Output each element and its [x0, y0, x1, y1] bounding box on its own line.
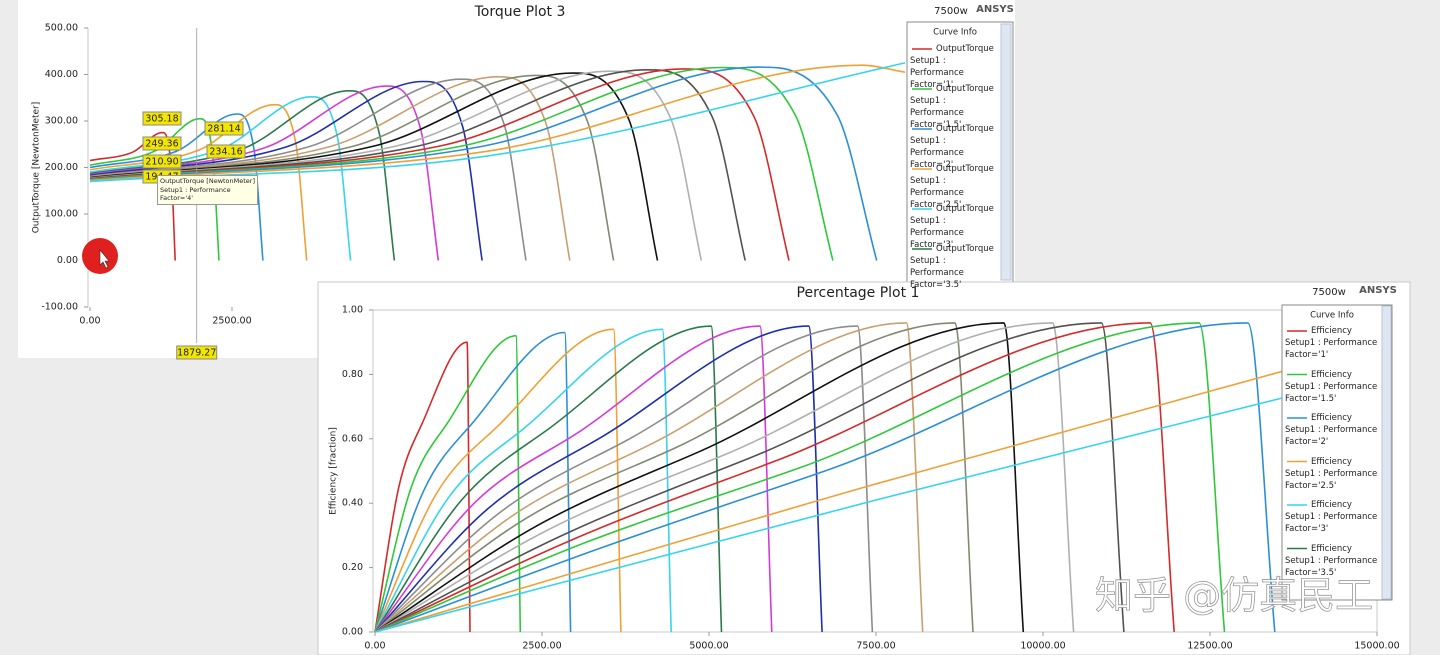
y-axis-label: Efficiency [fraction]: [329, 427, 339, 515]
series-line: [374, 322, 1226, 633]
marker-box: [206, 144, 246, 159]
series-line: [89, 80, 483, 261]
x-tick-label: 7500.00: [856, 641, 895, 652]
y-tick-label: 100.00: [45, 209, 78, 220]
series-line: [89, 68, 790, 261]
series-line: [374, 334, 522, 633]
chart-tag: 7500w: [934, 6, 968, 17]
x-tick-label: 15000.00: [1354, 641, 1399, 652]
y-tick-label: 500.00: [45, 23, 78, 34]
legend-label: Efficiency Setup1 : Performance Factor='…: [1285, 413, 1378, 447]
legend-label: OutputTorque Setup1 : Performance Factor…: [910, 84, 994, 130]
y-tick-label: -100.00: [41, 302, 78, 313]
y-tick-label: 0.80: [342, 369, 363, 380]
cursor-arrow: [99, 249, 110, 269]
marker-box: [204, 121, 244, 136]
series-line: [374, 322, 1075, 633]
legend-label: Efficiency Setup1 : Performance Factor='…: [1285, 543, 1378, 578]
series-line: [89, 70, 703, 261]
series-line: [89, 66, 878, 261]
chart-title: Percentage Plot 1: [797, 285, 920, 301]
series-group: [374, 322, 1378, 633]
marker-label: 210.90: [145, 157, 178, 168]
series-line: [89, 72, 659, 261]
marker-label: 281.14: [207, 124, 240, 135]
marker-x-label: 1879.27: [177, 348, 216, 359]
legend-scrollbar: [1000, 23, 1012, 281]
legend-label: OutputTorque Setup1 : Performance Factor…: [910, 44, 994, 90]
legend-label: OutputTorque Setup1 : Performance Factor…: [910, 244, 994, 290]
y-tick-label: 200.00: [45, 162, 78, 173]
series-line: [89, 89, 396, 261]
series-line: [374, 322, 1276, 633]
brand: ANSYS: [1359, 285, 1397, 296]
series-line: [89, 66, 834, 261]
y-tick-label: 400.00: [45, 69, 78, 80]
chart: Percentage Plot 1 7500w ANSYS 0.00 0.20 0.40 0…: [317, 281, 1411, 655]
series-line: [374, 322, 1175, 633]
marker-label: 305.18: [145, 114, 178, 125]
series-line: [89, 68, 746, 261]
watermark: 知乎 @仿真民工: [1095, 574, 1373, 618]
series-line: [374, 325, 823, 633]
y-tick-label: 0.00: [342, 627, 363, 638]
legend-panel: [1281, 304, 1393, 601]
series-line: [374, 325, 773, 633]
x-tick-label: 2500.00: [212, 316, 251, 327]
series-line: [374, 322, 974, 633]
y-axis-label: OutputTorque [NewtonMeter]: [32, 102, 42, 234]
legend-label: OutputTorque Setup1 : Performance Factor…: [910, 204, 994, 250]
series-line: [374, 322, 924, 633]
series-line: [374, 328, 672, 633]
legend-title: Curve Info: [933, 28, 977, 38]
y-tick-label: 0.20: [342, 562, 363, 573]
legend-label: Efficiency Setup1 : Performance Factor='…: [1285, 456, 1378, 491]
legend-label: OutputTorque Setup1 : Performance Factor…: [910, 124, 994, 170]
series-line: [374, 322, 1025, 633]
y-tick-label: 300.00: [45, 116, 78, 127]
y-tick-label: 0.00: [57, 255, 78, 266]
marker-box: [142, 136, 182, 151]
tooltip: OutputTorque [NewtonMeter] Setup1 : Perf…: [157, 175, 258, 205]
brand: ANSYS: [976, 4, 1014, 15]
marker-label: 249.36: [145, 139, 178, 150]
legend-title: Curve Info: [1310, 311, 1354, 321]
y-tick-label: 1.00: [342, 305, 363, 316]
series-line: [374, 328, 622, 633]
legend-label: Efficiency Setup1 : Performance Factor='…: [1285, 326, 1378, 360]
marker-box: [142, 154, 182, 169]
x-tick-label: 5000.00: [689, 641, 728, 652]
x-tick-label: 0.00: [364, 641, 385, 652]
marker-label: 234.16: [209, 147, 242, 158]
series-line: [374, 341, 471, 633]
x-tick-label: 2500.00: [522, 641, 561, 652]
x-tick-label: 10000.00: [1020, 641, 1065, 652]
x-tick-label: 12500.00: [1187, 641, 1232, 652]
series-line: [89, 75, 571, 261]
series-line: [374, 325, 874, 633]
series-line: [374, 322, 1125, 633]
marker-box: [142, 111, 182, 126]
chart-tag: 7500w: [1312, 287, 1346, 298]
chart-title: Torque Plot 3: [474, 4, 566, 20]
legend-label: OutputTorque Setup1 : Performance Factor…: [910, 164, 994, 210]
series-line: [374, 325, 723, 633]
series-line: [374, 373, 1378, 633]
series-line: [374, 344, 1378, 633]
legend-label: Efficiency Setup1 : Performance Factor='…: [1285, 369, 1378, 404]
series-line: [89, 74, 615, 261]
series-line: [374, 331, 572, 633]
marker-x-box: [176, 345, 218, 360]
x-tick-label: 0.00: [79, 316, 100, 327]
series-line: [89, 64, 906, 182]
legend-scrollbar: [1381, 305, 1392, 600]
legend-label: Efficiency Setup1 : Performance Factor='…: [1285, 500, 1378, 534]
y-tick-label: 0.60: [342, 433, 363, 444]
legend-panel: [906, 21, 1014, 283]
y-tick-label: 0.40: [342, 498, 363, 509]
series-line: [89, 85, 440, 261]
